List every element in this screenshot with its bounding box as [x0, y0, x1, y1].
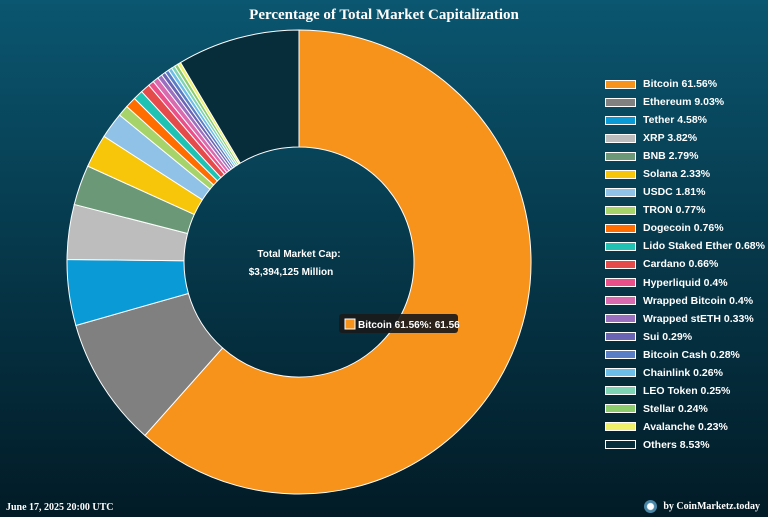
- legend-swatch: [605, 350, 636, 360]
- legend-item[interactable]: Cardano 0.66%: [605, 255, 765, 273]
- legend-swatch: [605, 386, 636, 396]
- legend: Bitcoin 61.56% Ethereum 9.03% Tether 4.58%…: [605, 75, 765, 454]
- legend-item[interactable]: Dogecoin 0.76%: [605, 219, 765, 237]
- legend-label: Dogecoin 0.76%: [643, 222, 724, 235]
- legend-swatch: [605, 187, 636, 197]
- legend-label: Chainlink 0.26%: [643, 366, 723, 379]
- legend-swatch: [605, 97, 636, 107]
- legend-item[interactable]: Tether 4.58%: [605, 111, 765, 129]
- legend-item[interactable]: Hyperliquid 0.4%: [605, 274, 765, 292]
- legend-item[interactable]: Ethereum 9.03%: [605, 93, 765, 111]
- legend-swatch: [605, 223, 636, 233]
- legend-label: Wrapped Bitcoin 0.4%: [643, 294, 754, 307]
- center-value: $3,394,125 Million: [249, 267, 334, 278]
- legend-item[interactable]: Stellar 0.24%: [605, 400, 765, 418]
- legend-swatch: [605, 296, 636, 306]
- legend-item[interactable]: Solana 2.33%: [605, 165, 765, 183]
- slice-bitcoin[interactable]: [144, 29, 532, 495]
- legend-swatch: [605, 404, 636, 414]
- legend-item[interactable]: Avalanche 0.23%: [605, 418, 765, 436]
- legend-label: Hyperliquid 0.4%: [643, 276, 728, 289]
- legend-item[interactable]: Sui 0.29%: [605, 328, 765, 346]
- legend-item[interactable]: Wrapped Bitcoin 0.4%: [605, 292, 765, 310]
- legend-label: Tether 4.58%: [643, 114, 707, 127]
- legend-label: Wrapped stETH 0.33%: [643, 312, 754, 325]
- center-label: Total Market Cap:: [257, 249, 340, 260]
- legend-label: XRP 3.82%: [643, 132, 698, 145]
- legend-item[interactable]: USDC 1.81%: [605, 183, 765, 201]
- legend-swatch: [605, 440, 636, 450]
- legend-item[interactable]: Others 8.53%: [605, 436, 765, 454]
- legend-swatch: [605, 133, 636, 143]
- footer-date: June 17, 2025 20:00 UTC: [6, 502, 114, 513]
- tooltip: Bitcoin 61.56%: 61.56: [339, 314, 460, 333]
- legend-item[interactable]: Bitcoin 61.56%: [605, 75, 765, 93]
- legend-label: LEO Token 0.25%: [643, 384, 731, 397]
- legend-label: Others 8.53%: [643, 438, 710, 451]
- tooltip-text: Bitcoin 61.56%: 61.56: [358, 320, 460, 331]
- legend-swatch: [605, 169, 636, 179]
- footer-credit[interactable]: by CoinMarketz.today: [644, 500, 760, 513]
- legend-label: Avalanche 0.23%: [643, 420, 728, 433]
- legend-swatch: [605, 115, 636, 125]
- legend-label: Lido Staked Ether 0.68%: [643, 240, 765, 253]
- legend-item[interactable]: Lido Staked Ether 0.68%: [605, 237, 765, 255]
- credit-text: by CoinMarketz.today: [663, 501, 760, 512]
- legend-label: BNB 2.79%: [643, 150, 699, 163]
- legend-swatch: [605, 205, 636, 215]
- legend-label: Cardano 0.66%: [643, 258, 719, 271]
- legend-swatch: [605, 422, 636, 432]
- legend-label: TRON 0.77%: [643, 204, 706, 217]
- legend-item[interactable]: TRON 0.77%: [605, 201, 765, 219]
- coinmarketz-logo-icon: [644, 500, 658, 513]
- legend-swatch: [605, 314, 636, 324]
- legend-swatch: [605, 79, 636, 89]
- legend-item[interactable]: Wrapped stETH 0.33%: [605, 310, 765, 328]
- legend-label: Bitcoin 61.56%: [643, 78, 718, 91]
- legend-swatch: [605, 368, 636, 378]
- legend-item[interactable]: XRP 3.82%: [605, 129, 765, 147]
- legend-item[interactable]: Chainlink 0.26%: [605, 364, 765, 382]
- legend-label: Ethereum 9.03%: [643, 96, 725, 109]
- legend-label: Solana 2.33%: [643, 168, 711, 181]
- legend-label: Bitcoin Cash 0.28%: [643, 348, 740, 361]
- legend-label: USDC 1.81%: [643, 186, 706, 199]
- legend-swatch: [605, 151, 636, 161]
- legend-swatch: [605, 259, 636, 269]
- legend-item[interactable]: BNB 2.79%: [605, 147, 765, 165]
- legend-item[interactable]: LEO Token 0.25%: [605, 382, 765, 400]
- legend-swatch: [605, 278, 636, 288]
- tooltip-swatch: [344, 318, 356, 330]
- legend-swatch: [605, 332, 636, 342]
- legend-item[interactable]: Bitcoin Cash 0.28%: [605, 346, 765, 364]
- legend-swatch: [605, 241, 636, 251]
- legend-label: Sui 0.29%: [643, 330, 693, 343]
- slice-others[interactable]: [179, 29, 300, 164]
- chart-title: Percentage of Total Market Capitalizatio…: [249, 7, 519, 23]
- legend-label: Stellar 0.24%: [643, 402, 708, 415]
